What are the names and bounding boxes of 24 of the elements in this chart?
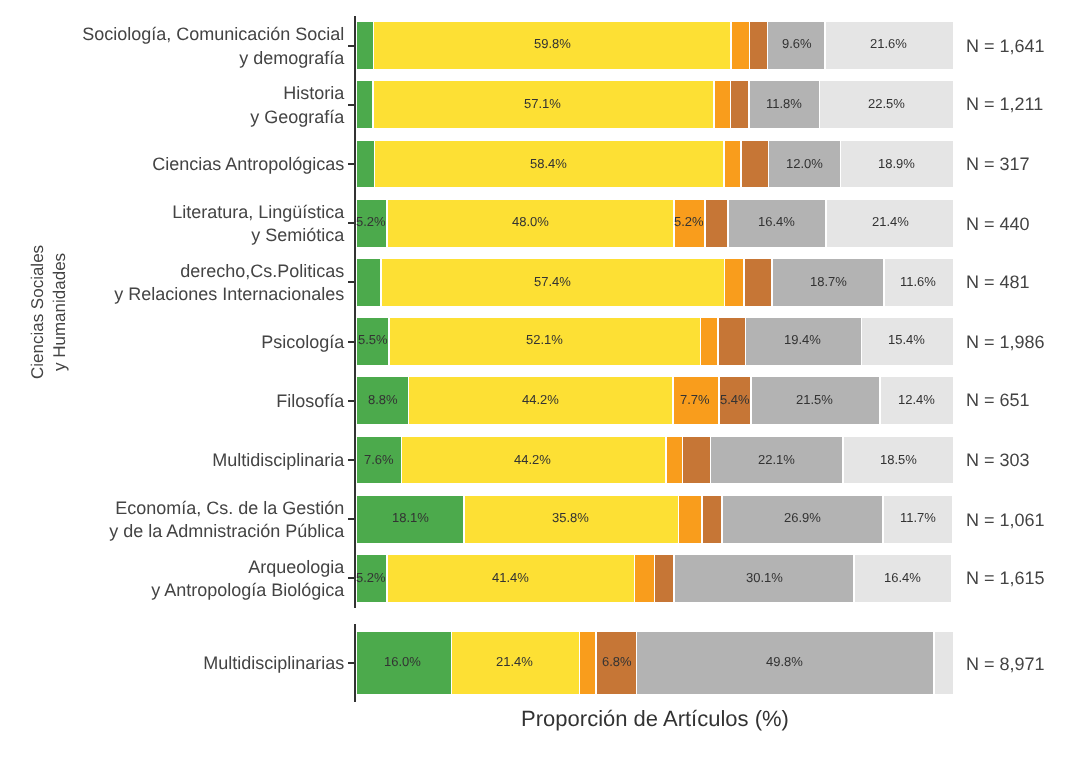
text: N = 440	[966, 214, 1030, 234]
text: N = 1,061	[966, 510, 1045, 530]
text: N = 481	[966, 272, 1030, 292]
y-tick-label: derecho,Cs.Politicas y Relaciones Internacionales	[114, 261, 346, 305]
text: N = 1,986	[966, 332, 1045, 352]
y-tick-label: Arqueologia y Antropología Biológica	[151, 557, 345, 601]
y-axis-title: Ciencias Sociales y Humanidades	[27, 244, 70, 380]
text: N = 1,641	[966, 36, 1045, 56]
text: N = 303	[966, 450, 1030, 470]
y-tick-label: Psicología	[261, 331, 345, 352]
y-tick-label: Historia y Geografía	[250, 83, 345, 127]
x-axis-title: Proporción de Artículos (%)	[521, 708, 789, 733]
y-tick-label: Literatura, Lingüística y Semiótica	[172, 201, 345, 246]
text: N = 1,211	[966, 94, 1044, 114]
text: N = 651	[966, 390, 1030, 410]
y-tick-label: Ciencias Antropológicas	[152, 154, 346, 175]
y-tick-label: Multidisciplinarias	[203, 653, 346, 674]
y-tick-label: Sociología, Comunicación Social y demografía	[82, 24, 345, 68]
text: N = 317	[966, 154, 1030, 174]
y-tick-label: Multidisciplinaria	[212, 450, 345, 471]
text: N = 1,615	[966, 568, 1045, 588]
text: N = 8,971	[966, 654, 1045, 674]
y-tick-label: Filosofía	[276, 391, 345, 412]
y-tick-label: Economía, Cs. de la Gestión y de la Admnistración Pública	[109, 497, 345, 542]
